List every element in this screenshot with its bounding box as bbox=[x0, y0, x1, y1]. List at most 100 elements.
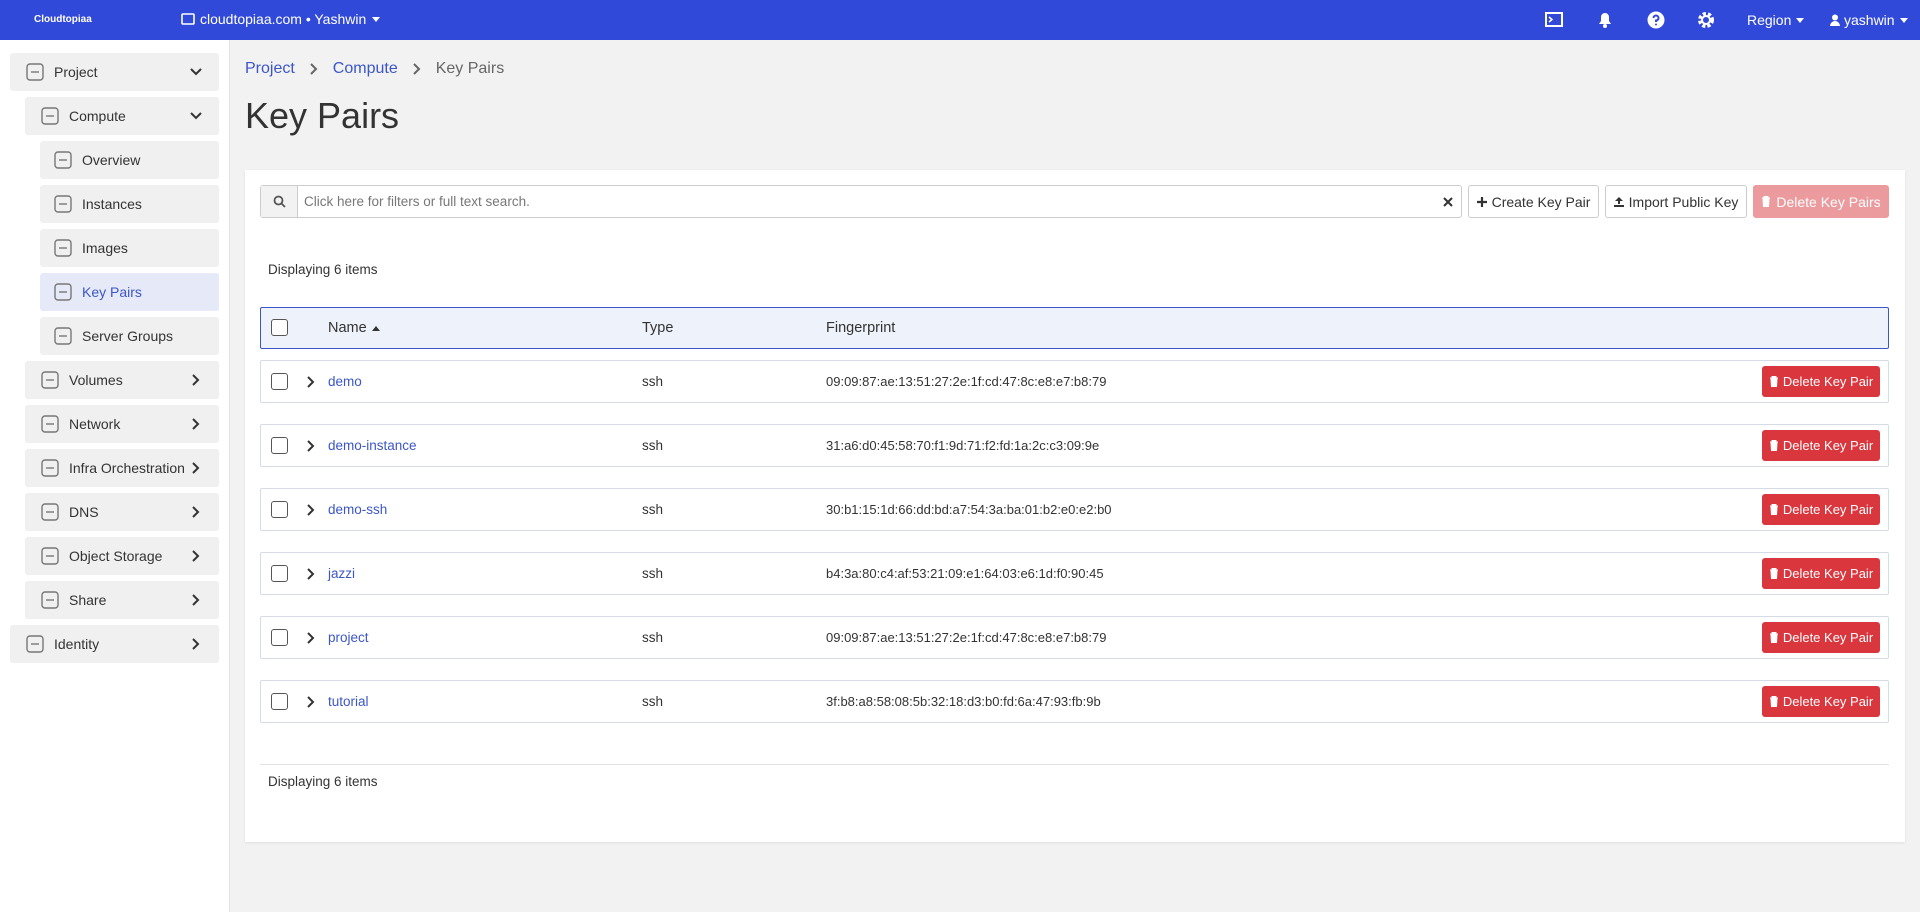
region-menu[interactable]: Region bbox=[1747, 12, 1805, 28]
nav-item[interactable]: Key Pairs bbox=[40, 273, 219, 311]
delete-key-pair-button[interactable]: Delete Key Pair bbox=[1762, 430, 1880, 461]
chevron-right bbox=[413, 63, 421, 75]
nav-item[interactable]: Infra Orchestration bbox=[25, 449, 219, 487]
row-checkbox[interactable] bbox=[271, 501, 288, 518]
key-pair-type: ssh bbox=[642, 630, 664, 645]
upload-icon bbox=[1613, 197, 1624, 207]
fingerprint: b4:3a:80:c4:af:53:21:09:e1:64:03:e6:1d:f… bbox=[826, 566, 1104, 581]
nav-item[interactable]: Object Storage bbox=[25, 537, 219, 575]
nav-label: DNS bbox=[69, 504, 99, 520]
nav-icon bbox=[54, 195, 72, 213]
button-label: Delete Key Pairs bbox=[1776, 193, 1881, 210]
fingerprint: 31:a6:d0:45:58:70:f1:9d:71:f2:fd:1a:2c:c… bbox=[826, 438, 1100, 453]
sidebar: Project Compute Overview Instances Images Key… bbox=[0, 40, 230, 912]
nav-item[interactable]: Identity bbox=[10, 625, 219, 663]
nav-icon bbox=[41, 591, 59, 609]
row-checkbox[interactable] bbox=[271, 629, 288, 646]
trash-icon bbox=[1769, 696, 1778, 707]
search-bar[interactable]: Click here for filters or full text sear… bbox=[260, 185, 1462, 218]
nav-label: Infra Orchestration bbox=[69, 460, 185, 476]
column-header[interactable]: Type bbox=[642, 320, 673, 336]
key-pair-name[interactable]: jazzi bbox=[328, 566, 356, 581]
delete-key-pair-button[interactable]: Delete Key Pair bbox=[1762, 622, 1880, 653]
fingerprint: 30:b1:15:1d:66:dd:bd:a7:54:3a:ba:01:b2:e… bbox=[826, 502, 1112, 517]
key-pair-type: ssh bbox=[642, 502, 664, 517]
project-switcher[interactable]: cloudtopiaa.com • Yashwin bbox=[181, 11, 381, 27]
nav-item[interactable]: Share bbox=[25, 581, 219, 619]
chevron-right bbox=[307, 440, 315, 452]
nav-item[interactable]: Instances bbox=[40, 185, 219, 223]
nav-item[interactable]: Server Groups bbox=[40, 317, 219, 355]
row-checkbox[interactable] bbox=[271, 693, 288, 710]
search-icon bbox=[273, 195, 286, 208]
delete-key-pair-button[interactable]: Delete Key Pair bbox=[1762, 366, 1880, 397]
delete-key-pair-button[interactable]: Delete Key Pair bbox=[1762, 686, 1880, 717]
nav-item[interactable]: Volumes bbox=[25, 361, 219, 399]
search-placeholder: Click here for filters or full text sear… bbox=[304, 194, 530, 209]
nav-icon bbox=[41, 415, 59, 433]
nav-item[interactable]: Overview bbox=[40, 141, 219, 179]
breadcrumb-item[interactable]: Compute bbox=[332, 60, 398, 77]
nav-item[interactable]: DNS bbox=[25, 493, 219, 531]
create-button[interactable]: Create Key Pair bbox=[1468, 185, 1599, 218]
table-row: jazzi ssh b4:3a:80:c4:af:53:21:09:e1:64:03… bbox=[260, 552, 1889, 595]
table-row: tutorial ssh 3f:b8:a8:58:08:5b:32:18:d3:b0… bbox=[260, 680, 1889, 723]
key-pair-name[interactable]: demo bbox=[328, 374, 362, 389]
key-pair-type: ssh bbox=[642, 374, 664, 389]
nav-label: Server Groups bbox=[82, 328, 174, 344]
key-pair-name[interactable]: demo-ssh bbox=[328, 502, 388, 517]
chevron-right bbox=[192, 374, 200, 386]
chevron-right bbox=[192, 506, 200, 518]
top-icon bbox=[1545, 12, 1563, 27]
region-label: Region bbox=[1747, 12, 1792, 28]
fingerprint: 3f:b8:a8:58:08:5b:32:18:d3:b0:fd:6a:47:9… bbox=[826, 694, 1101, 709]
nav-item[interactable]: Compute bbox=[25, 97, 219, 135]
chevron-right bbox=[192, 550, 200, 562]
nav-item[interactable]: Project bbox=[10, 53, 219, 91]
top-icon bbox=[1698, 12, 1714, 28]
key-pair-name[interactable]: project bbox=[328, 630, 369, 645]
nav-item[interactable]: Images bbox=[40, 229, 219, 267]
key-pair-name[interactable]: tutorial bbox=[328, 694, 369, 709]
breadcrumb-item[interactable]: Project bbox=[245, 60, 295, 77]
nav-icon bbox=[54, 151, 72, 169]
nav-icon bbox=[54, 239, 72, 257]
chevron-down bbox=[190, 68, 202, 76]
key-pair-type: ssh bbox=[642, 438, 664, 453]
sort-icon bbox=[371, 325, 380, 331]
nav-icon bbox=[26, 63, 44, 81]
nav-label: Overview bbox=[82, 152, 141, 168]
delete-key-pair-button[interactable]: Delete Key Pair bbox=[1762, 494, 1880, 525]
column-header[interactable]: Fingerprint bbox=[826, 320, 895, 336]
panel: Click here for filters or full text sear… bbox=[245, 170, 1905, 842]
user-menu[interactable]: yashwin bbox=[1830, 12, 1909, 28]
row-checkbox[interactable] bbox=[271, 565, 288, 582]
nav-icon bbox=[41, 371, 59, 389]
button-label: Delete Key Pair bbox=[1782, 438, 1874, 453]
project-name: cloudtopiaa.com • Yashwin bbox=[200, 11, 367, 27]
chevron-right bbox=[192, 462, 200, 474]
delete-key-pair-button[interactable]: Delete Key Pair bbox=[1762, 558, 1880, 589]
trash-icon bbox=[1769, 632, 1778, 643]
chevron-right bbox=[192, 594, 200, 606]
delete-selected-button[interactable]: Delete Key Pairs bbox=[1753, 185, 1889, 218]
row-checkbox[interactable] bbox=[271, 373, 288, 390]
key-pair-name[interactable]: demo-instance bbox=[328, 438, 417, 453]
key-pair-type: ssh bbox=[642, 694, 664, 709]
nav-label: Network bbox=[69, 416, 121, 432]
import-button[interactable]: Import Public Key bbox=[1605, 185, 1747, 218]
nav-label: Compute bbox=[69, 108, 126, 124]
nav-label: Images bbox=[82, 240, 128, 256]
select-all-checkbox[interactable] bbox=[271, 319, 288, 336]
chevron-right bbox=[310, 63, 318, 75]
nav-label: Key Pairs bbox=[82, 284, 142, 300]
caret-down bbox=[372, 16, 381, 22]
column-header[interactable]: Name bbox=[328, 320, 380, 336]
row-checkbox[interactable] bbox=[271, 437, 288, 454]
nav-icon bbox=[54, 283, 72, 301]
nav-item[interactable]: Network bbox=[25, 405, 219, 443]
trash-icon bbox=[1769, 440, 1778, 451]
trash-icon bbox=[1762, 196, 1771, 207]
nav-label: Share bbox=[69, 592, 107, 608]
